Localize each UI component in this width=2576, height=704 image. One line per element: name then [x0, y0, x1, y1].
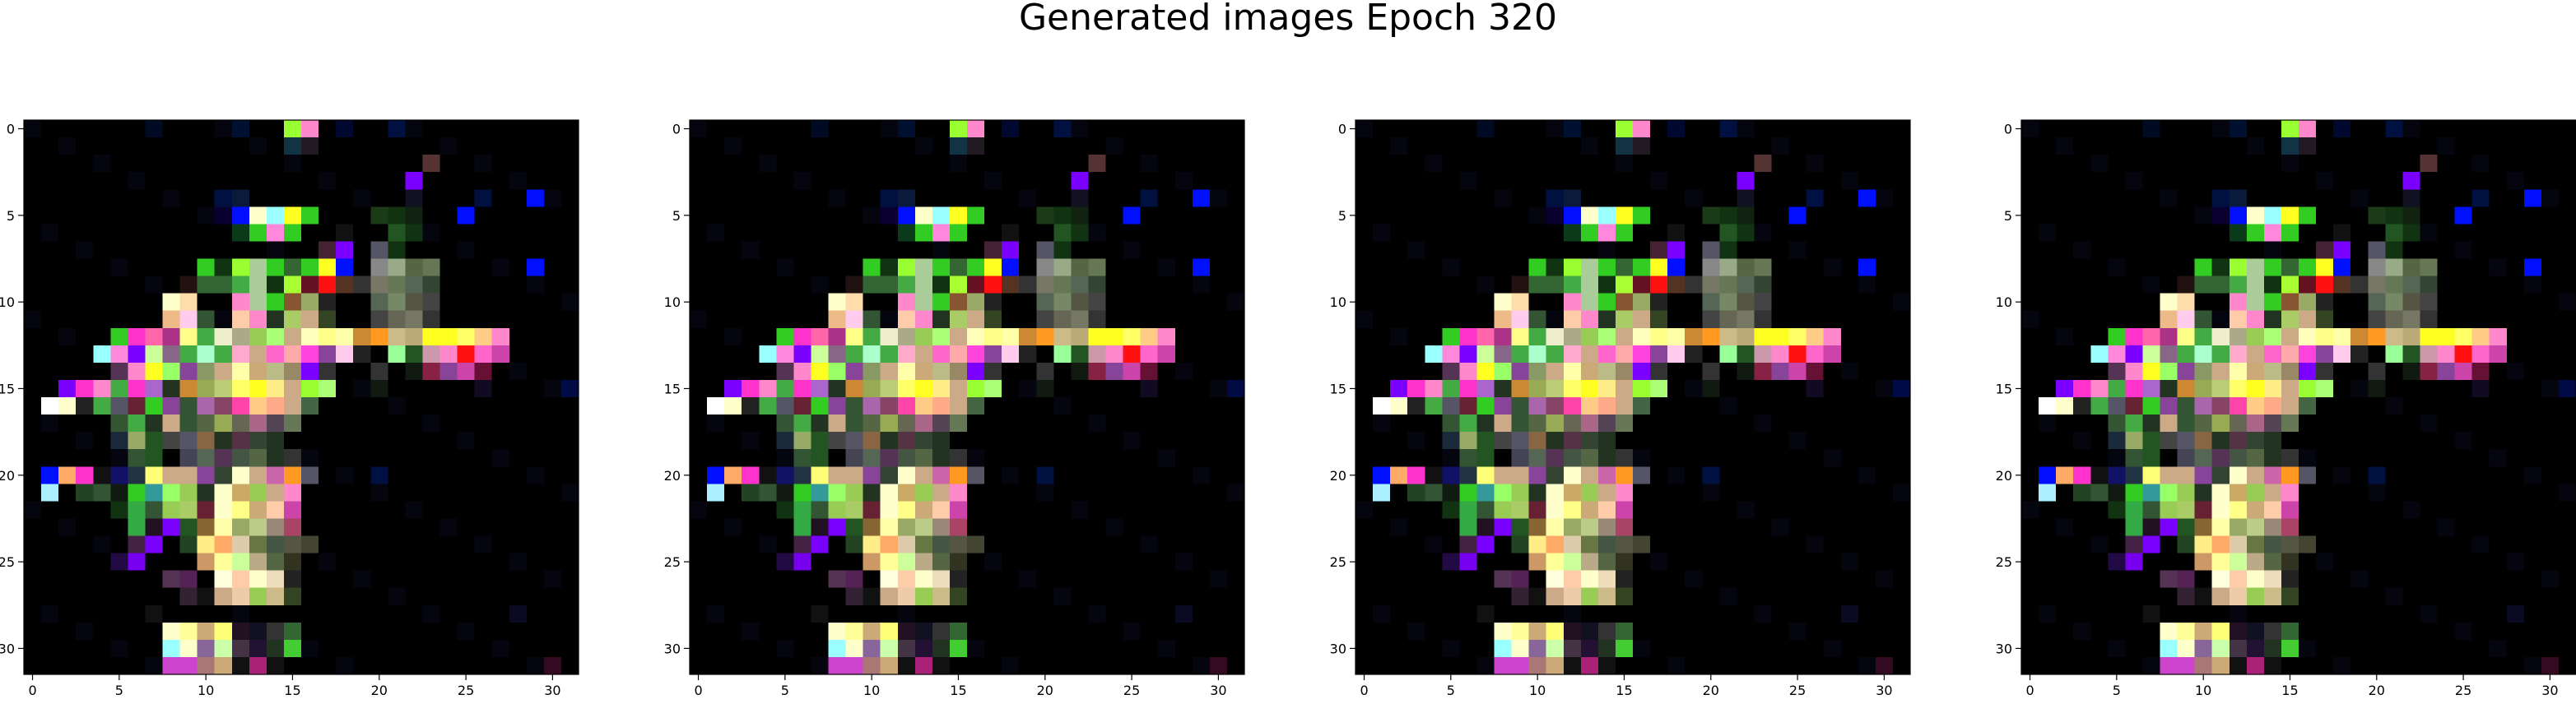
y-tick-label: 30 — [1996, 641, 2012, 656]
y-tick-label: 0 — [672, 122, 681, 137]
y-tick-label: 20 — [1996, 468, 2012, 484]
y-tick-label: 0 — [1338, 122, 1346, 137]
y-tick-label: 10 — [0, 294, 15, 310]
generated-image-3 — [1355, 120, 1910, 674]
generated-image-panel-3: 0 5 10 15 20 25 30 0 5 10 15 20 25 30 — [1330, 119, 1911, 698]
y-tick-label: 5 — [1338, 208, 1346, 224]
x-tick-label: 0 — [28, 683, 36, 698]
y-tick-label: 10 — [1330, 294, 1346, 310]
y-tick-label: 25 — [0, 554, 15, 570]
x-tick-label: 15 — [950, 683, 966, 698]
y-tick-label: 0 — [2004, 122, 2012, 137]
y-tick-label: 5 — [2004, 208, 2012, 224]
generated-image-panel-4: 0 5 10 15 20 25 30 0 5 10 15 20 25 30 — [1996, 119, 2576, 698]
x-tick-label: 5 — [1447, 683, 1455, 698]
y-tick-label: 0 — [7, 122, 15, 137]
x-tick-label: 20 — [371, 683, 388, 698]
x-tick-label: 15 — [2281, 683, 2298, 698]
x-tick-label: 30 — [544, 683, 560, 698]
y-tick-label: 10 — [664, 294, 681, 310]
y-tick-label: 5 — [7, 208, 15, 224]
x-tick-label: 15 — [284, 683, 300, 698]
y-tick-label: 15 — [664, 381, 681, 396]
x-tick-label: 30 — [1876, 683, 1892, 698]
y-tick-label: 30 — [664, 641, 681, 656]
x-tick-label: 10 — [2195, 683, 2211, 698]
x-tick-label: 5 — [781, 683, 789, 698]
y-tick-label: 25 — [664, 554, 681, 570]
y-tick-label: 20 — [1330, 468, 1346, 484]
x-tick-label: 30 — [2541, 683, 2558, 698]
x-tick-label: 30 — [1210, 683, 1226, 698]
x-tick-label: 25 — [1789, 683, 1806, 698]
x-tick-label: 0 — [694, 683, 702, 698]
x-tick-label: 10 — [1529, 683, 1546, 698]
generated-image-2 — [690, 120, 1244, 674]
generated-image-1 — [24, 120, 579, 674]
generated-image-4 — [2021, 120, 2576, 674]
y-tick-label: 20 — [0, 468, 15, 484]
x-tick-label: 10 — [863, 683, 880, 698]
y-tick-label: 30 — [1330, 641, 1346, 656]
x-tick-label: 20 — [1037, 683, 1053, 698]
y-tick-label: 15 — [1330, 381, 1346, 396]
x-tick-label: 15 — [1616, 683, 1632, 698]
y-tick-label: 25 — [1330, 554, 1346, 570]
generated-image-panel-1: 0 5 10 15 20 25 30 0 5 10 15 20 25 30 — [0, 119, 579, 698]
x-tick-label: 20 — [1703, 683, 1719, 698]
x-tick-label: 0 — [1360, 683, 1368, 698]
figure-title: Generated images Epoch 320 — [1018, 0, 1558, 39]
y-tick-label: 20 — [664, 468, 681, 484]
y-tick-label: 15 — [1996, 381, 2012, 396]
x-tick-label: 5 — [2113, 683, 2121, 698]
x-tick-label: 20 — [2369, 683, 2385, 698]
generated-image-panel-2: 0 5 10 15 20 25 30 0 5 10 15 20 25 30 — [664, 119, 1245, 698]
y-tick-label: 15 — [0, 381, 15, 396]
x-tick-label: 25 — [2455, 683, 2471, 698]
x-tick-label: 25 — [1123, 683, 1140, 698]
y-tick-label: 25 — [1996, 554, 2012, 570]
y-tick-label: 30 — [0, 641, 15, 656]
x-tick-label: 25 — [458, 683, 474, 698]
y-tick-label: 10 — [1996, 294, 2012, 310]
x-tick-label: 5 — [115, 683, 123, 698]
y-tick-label: 5 — [672, 208, 681, 224]
x-tick-label: 10 — [198, 683, 214, 698]
x-tick-label: 0 — [2025, 683, 2034, 698]
